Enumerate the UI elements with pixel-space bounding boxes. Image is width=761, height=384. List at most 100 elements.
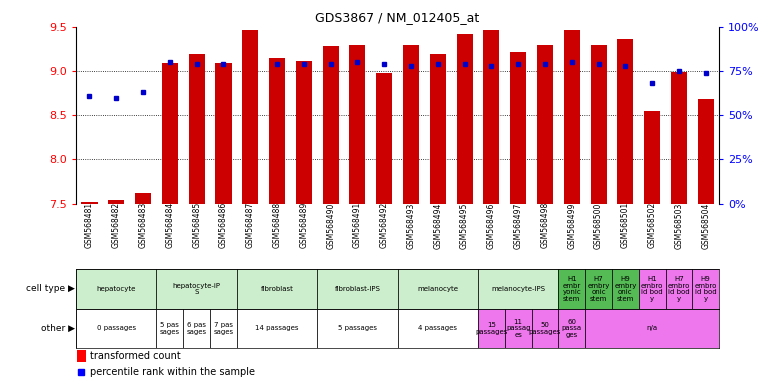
Text: H7
embro
id bod
y: H7 embro id bod y <box>667 276 690 302</box>
Text: GSM568502: GSM568502 <box>648 202 657 248</box>
Text: transformed count: transformed count <box>91 351 181 361</box>
Text: 60
passa
ges: 60 passa ges <box>562 319 582 338</box>
Bar <box>585 269 612 309</box>
Text: GSM568494: GSM568494 <box>433 202 442 248</box>
Text: GSM568496: GSM568496 <box>487 202 496 248</box>
Bar <box>397 309 478 348</box>
Bar <box>157 269 237 309</box>
Bar <box>323 46 339 204</box>
Text: n/a: n/a <box>647 325 658 331</box>
Text: cell type ▶: cell type ▶ <box>26 285 75 293</box>
Text: GSM568493: GSM568493 <box>406 202 416 248</box>
Text: GSM568498: GSM568498 <box>540 202 549 248</box>
Text: H9
embry
onic
stem: H9 embry onic stem <box>614 276 636 302</box>
Text: H7
embry
onic
stem: H7 embry onic stem <box>587 276 610 302</box>
Text: GSM568485: GSM568485 <box>193 202 201 248</box>
Bar <box>617 39 633 204</box>
Text: 7 pas
sages: 7 pas sages <box>213 322 234 334</box>
Bar <box>478 269 559 309</box>
Text: H1
embro
id bod
y: H1 embro id bod y <box>641 276 664 302</box>
Text: 11
passag
es: 11 passag es <box>506 319 530 338</box>
Text: GSM568497: GSM568497 <box>514 202 523 248</box>
Bar <box>457 34 473 204</box>
Bar <box>559 269 585 309</box>
Bar <box>135 193 151 204</box>
Bar <box>430 54 446 204</box>
Bar <box>532 309 559 348</box>
Text: GSM568495: GSM568495 <box>460 202 469 248</box>
Text: 6 pas
sages: 6 pas sages <box>186 322 207 334</box>
Text: other ▶: other ▶ <box>40 324 75 333</box>
Bar <box>296 61 312 204</box>
Text: hepatocyte-iP
S: hepatocyte-iP S <box>173 283 221 295</box>
Text: GSM568490: GSM568490 <box>326 202 335 248</box>
Text: 15
passages: 15 passages <box>475 322 508 334</box>
Text: 4 passages: 4 passages <box>419 325 457 331</box>
Bar <box>81 202 97 204</box>
Bar <box>76 269 157 309</box>
Bar <box>698 99 714 204</box>
Bar <box>403 45 419 204</box>
Bar <box>483 30 499 204</box>
Text: 50
passages: 50 passages <box>529 322 561 334</box>
Text: H1
embr
yonic
stem: H1 embr yonic stem <box>562 276 581 302</box>
Text: GSM568491: GSM568491 <box>353 202 362 248</box>
Title: GDS3867 / NM_012405_at: GDS3867 / NM_012405_at <box>316 11 479 24</box>
Bar <box>505 309 532 348</box>
Text: H9
embro
id bod
y: H9 embro id bod y <box>695 276 717 302</box>
Bar <box>215 63 231 204</box>
Bar <box>478 309 505 348</box>
Text: GSM568483: GSM568483 <box>139 202 148 248</box>
Bar <box>564 30 580 204</box>
Bar <box>349 45 365 204</box>
Text: GSM568501: GSM568501 <box>621 202 630 248</box>
Bar <box>269 58 285 204</box>
Text: melanocyte: melanocyte <box>417 286 458 292</box>
Text: GSM568481: GSM568481 <box>85 202 94 248</box>
Text: percentile rank within the sample: percentile rank within the sample <box>91 367 255 377</box>
Bar <box>671 72 687 204</box>
Bar <box>317 269 397 309</box>
Bar <box>210 309 237 348</box>
Text: 5 passages: 5 passages <box>338 325 377 331</box>
Bar <box>666 269 693 309</box>
Text: GSM568500: GSM568500 <box>594 202 603 248</box>
Bar <box>510 51 527 204</box>
Text: GSM568499: GSM568499 <box>567 202 576 248</box>
Bar <box>693 269 719 309</box>
Bar <box>242 30 258 204</box>
Bar <box>78 350 86 362</box>
Bar <box>638 269 666 309</box>
Bar <box>644 111 661 204</box>
Bar <box>585 309 719 348</box>
Bar <box>537 45 553 204</box>
Bar <box>591 45 607 204</box>
Bar <box>189 54 205 204</box>
Text: GSM568484: GSM568484 <box>165 202 174 248</box>
Text: 0 passages: 0 passages <box>97 325 136 331</box>
Text: GSM568492: GSM568492 <box>380 202 389 248</box>
Bar <box>157 309 183 348</box>
Bar <box>559 309 585 348</box>
Text: 5 pas
sages: 5 pas sages <box>160 322 180 334</box>
Text: fibroblast-IPS: fibroblast-IPS <box>335 286 380 292</box>
Text: GSM568488: GSM568488 <box>272 202 282 248</box>
Bar <box>108 200 124 204</box>
Bar <box>237 309 317 348</box>
Bar <box>317 309 397 348</box>
Text: GSM568503: GSM568503 <box>674 202 683 248</box>
Bar <box>376 73 392 204</box>
Text: hepatocyte: hepatocyte <box>97 286 136 292</box>
Bar <box>237 269 317 309</box>
Bar <box>397 269 478 309</box>
Bar <box>76 309 157 348</box>
Text: GSM568487: GSM568487 <box>246 202 255 248</box>
Bar <box>162 63 178 204</box>
Bar <box>612 269 638 309</box>
Text: GSM568504: GSM568504 <box>701 202 710 248</box>
Text: fibroblast: fibroblast <box>260 286 294 292</box>
Text: GSM568489: GSM568489 <box>299 202 308 248</box>
Text: melanocyte-IPS: melanocyte-IPS <box>491 286 545 292</box>
Text: GSM568486: GSM568486 <box>219 202 228 248</box>
Text: 14 passages: 14 passages <box>255 325 299 331</box>
